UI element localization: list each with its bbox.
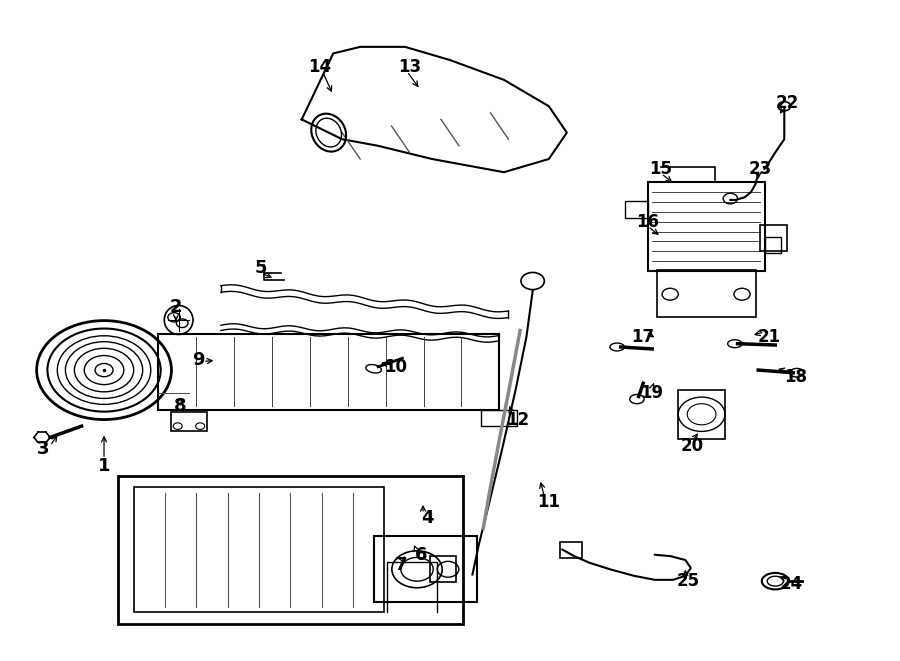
Bar — [171, 412, 207, 431]
Text: 23: 23 — [749, 160, 771, 178]
Bar — [679, 390, 725, 440]
Text: 7: 7 — [394, 556, 407, 574]
Text: 17: 17 — [632, 328, 655, 346]
Bar — [764, 237, 780, 253]
Text: 13: 13 — [398, 58, 421, 75]
Text: 5: 5 — [255, 259, 267, 277]
Bar — [134, 487, 384, 612]
Bar — [118, 476, 464, 624]
Text: 25: 25 — [677, 572, 699, 590]
Text: 9: 9 — [192, 351, 204, 369]
Text: 8: 8 — [174, 397, 186, 415]
Bar — [648, 182, 764, 271]
Text: 20: 20 — [681, 437, 704, 455]
Text: 3: 3 — [37, 440, 50, 458]
Bar — [374, 536, 477, 602]
Text: 21: 21 — [758, 328, 780, 346]
Bar — [430, 556, 455, 582]
Text: 16: 16 — [636, 213, 659, 231]
Bar — [626, 201, 648, 217]
Bar — [657, 270, 755, 317]
Text: 12: 12 — [506, 410, 529, 428]
Text: 2: 2 — [170, 298, 182, 317]
Text: 10: 10 — [384, 358, 408, 376]
Text: 24: 24 — [779, 576, 803, 594]
Text: 15: 15 — [650, 160, 672, 178]
Text: 11: 11 — [537, 493, 561, 511]
Bar — [760, 225, 787, 251]
Text: 14: 14 — [308, 58, 331, 75]
Text: 22: 22 — [776, 94, 798, 112]
Text: 1: 1 — [98, 457, 111, 475]
Text: 4: 4 — [421, 510, 434, 527]
Text: 18: 18 — [785, 368, 807, 385]
Text: 6: 6 — [415, 546, 428, 564]
Bar — [560, 541, 582, 558]
Text: 19: 19 — [641, 384, 664, 402]
